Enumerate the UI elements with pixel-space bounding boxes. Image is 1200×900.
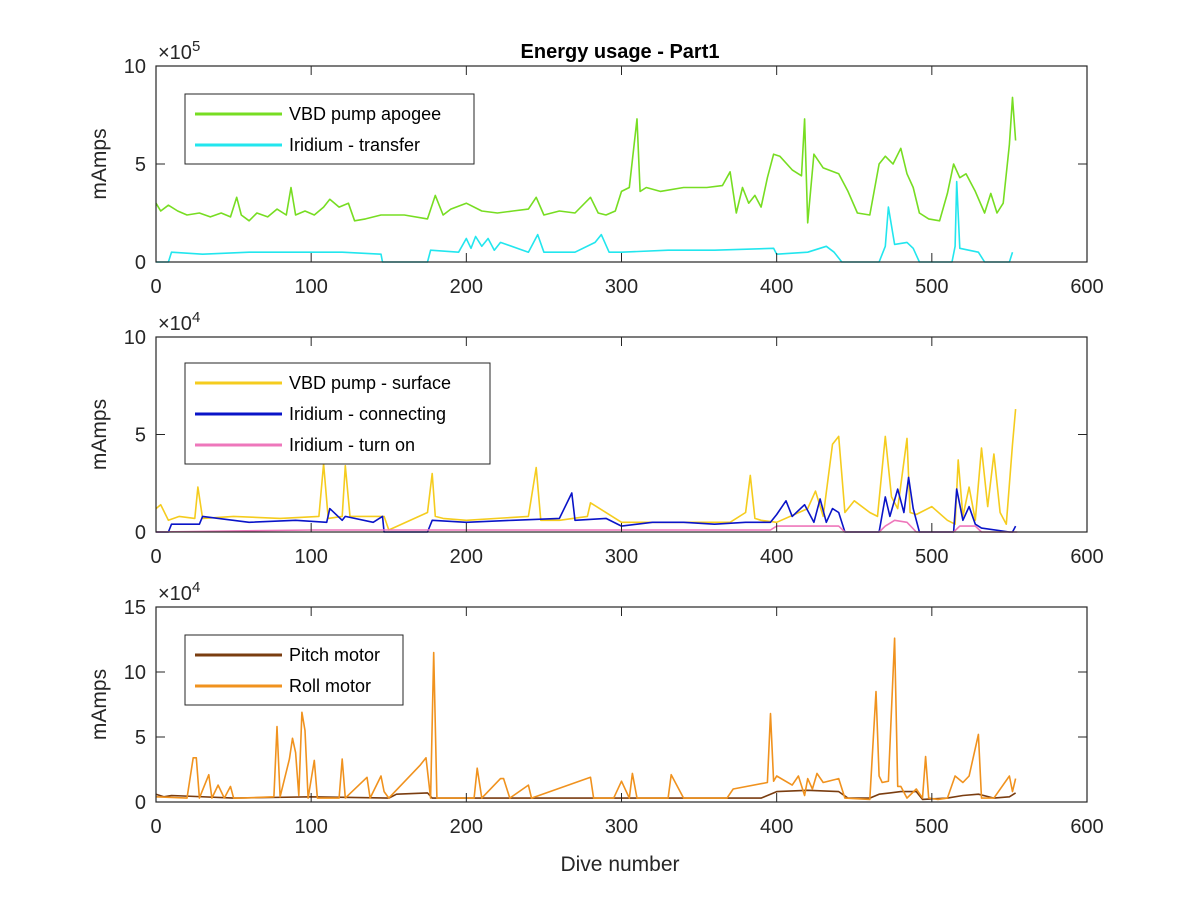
- x-tick-label: 600: [1070, 276, 1103, 298]
- y-tick-label: 5: [135, 727, 146, 749]
- y-tick-label: 5: [135, 154, 146, 176]
- series-line-iridium-turn-on: [155, 519, 1018, 533]
- y-tick-label: 10: [124, 327, 146, 349]
- x-tick-label: 300: [605, 276, 638, 298]
- legend: VBD pump - surface Iridium - connecting Ir…: [184, 362, 491, 465]
- y-exponent-label: ×104: [158, 579, 200, 605]
- y-axis-label: mAmps: [88, 128, 111, 199]
- x-tick-label: 400: [760, 546, 793, 568]
- y-tick-label: 10: [124, 56, 146, 78]
- y-tick-label: 15: [124, 597, 146, 619]
- x-tick-label: 200: [450, 816, 483, 838]
- x-tick-label: 500: [915, 276, 948, 298]
- series-line-roll-motor: [155, 637, 1017, 801]
- x-tick-label: 600: [1070, 546, 1103, 568]
- legend-box: [184, 634, 404, 706]
- legend-entry: VBD pump - surface: [289, 373, 451, 393]
- panel-3: 0 100 200 300 400 500 600 0 5 10 15 ×104 mAmps Pitch …: [88, 579, 1104, 838]
- x-tick-label: 500: [915, 816, 948, 838]
- y-tick-label: 0: [135, 252, 146, 274]
- exponent-power: 4: [192, 579, 200, 596]
- exponent-power: 5: [192, 38, 200, 55]
- legend-entry: VBD pump apogee: [289, 104, 441, 124]
- x-tick-label: 200: [450, 546, 483, 568]
- legend-entry: Pitch motor: [289, 645, 380, 665]
- x-tick-label: 600: [1070, 816, 1103, 838]
- legend: VBD pump apogee Iridium - transfer: [184, 93, 475, 165]
- legend-entry: Iridium - connecting: [289, 404, 446, 424]
- y-axis-label: mAmps: [88, 399, 111, 470]
- y-exponent-label: ×105: [158, 38, 200, 64]
- legend-entry: Iridium - turn on: [289, 435, 415, 455]
- y-axis-label: mAmps: [88, 669, 111, 740]
- x-axis-label: Dive number: [560, 853, 679, 876]
- x-tick-label: 400: [760, 276, 793, 298]
- legend: Pitch motor Roll motor: [184, 634, 404, 706]
- x-tick-label: 100: [294, 276, 327, 298]
- exponent-base: ×10: [158, 313, 192, 335]
- y-tick-label: 5: [135, 425, 146, 447]
- x-tick-label: 500: [915, 546, 948, 568]
- y-tick-label: 10: [124, 662, 146, 684]
- exponent-power: 4: [192, 309, 200, 326]
- exponent-base: ×10: [158, 583, 192, 605]
- series-line-pitch-motor: [155, 789, 1017, 801]
- panel-2: 0 100 200 300 400 500 600 0 5 10 ×104 mAmps VBD pump…: [88, 309, 1104, 568]
- x-tick-label: 200: [450, 276, 483, 298]
- x-tick-label: 0: [150, 816, 161, 838]
- legend-entry: Iridium - transfer: [289, 135, 420, 155]
- y-exponent-label: ×104: [158, 309, 200, 335]
- x-tick-label: 0: [150, 276, 161, 298]
- y-tick-label: 0: [135, 792, 146, 814]
- x-tick-label: 300: [605, 816, 638, 838]
- series-line-vbd-pump-apogee: [155, 96, 1017, 224]
- x-tick-label: 0: [150, 546, 161, 568]
- legend-entry: Roll motor: [289, 676, 371, 696]
- x-tick-label: 100: [294, 816, 327, 838]
- figure-title: Energy usage - Part1: [521, 41, 720, 63]
- x-tick-label: 300: [605, 546, 638, 568]
- legend-box: [184, 93, 475, 165]
- y-tick-label: 0: [135, 522, 146, 544]
- exponent-base: ×10: [158, 42, 192, 64]
- x-tick-label: 100: [294, 546, 327, 568]
- x-tick-label: 400: [760, 816, 793, 838]
